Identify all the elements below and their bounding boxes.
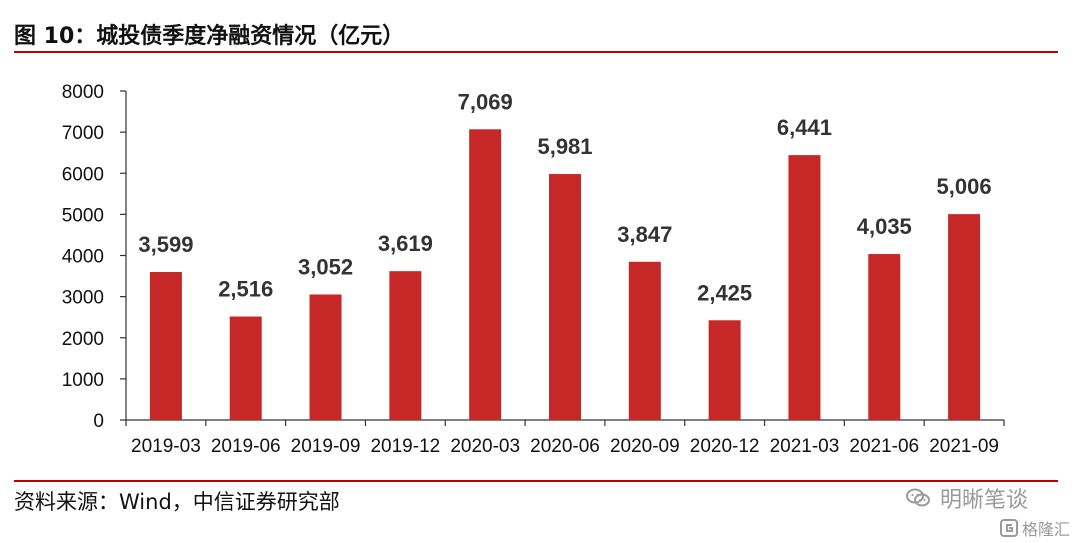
bar [229,316,262,420]
bar-data-label: 4,035 [857,214,912,239]
source-note: 资料来源：Wind，中信证券研究部 [14,490,340,514]
x-tick-label: 2019-03 [131,436,201,457]
y-tick-label: 6000 [62,164,104,185]
bar [708,320,741,420]
x-tick-label: 2019-06 [211,436,281,457]
x-tick-label: 2021-03 [770,436,840,457]
bar-data-label: 3,599 [138,232,193,257]
bar [628,261,661,420]
bar-data-label: 7,069 [458,89,513,114]
y-tick-label: 7000 [62,123,104,144]
x-tick-label: 2020-09 [610,436,680,457]
watermark-text: 明晰笔谈 [940,488,1029,513]
y-tick-label: 4000 [62,247,104,268]
x-tick-label: 2020-12 [690,436,760,457]
watermark: 明晰笔谈 [904,482,1028,514]
bar [868,254,901,420]
bar-data-label: 6,441 [777,115,832,140]
x-tick-label: 2021-06 [849,436,919,457]
logo-text: 格隆汇 [1022,520,1071,539]
bar [149,271,182,420]
wechat-icon [906,488,930,507]
publisher-logo: 格隆汇 [1000,516,1070,540]
y-tick-label: 2000 [62,329,104,350]
bar-data-label: 2,516 [218,277,273,302]
x-tick-label: 2021-09 [929,436,999,457]
footer-rule [14,480,1058,482]
bar [309,294,342,420]
y-tick-label: 5000 [62,205,104,226]
bar-data-label: 5,981 [537,134,592,159]
x-tick-label: 2019-12 [370,436,440,457]
bar [469,129,502,421]
bar-data-label: 3,052 [298,254,353,279]
x-tick-label: 2020-03 [450,436,520,457]
bar-data-label: 3,619 [378,231,433,256]
bar [948,214,981,420]
bar [788,155,821,420]
bar-data-label: 2,425 [697,280,752,305]
bar-data-label: 5,006 [937,174,992,199]
bar [389,271,422,420]
y-tick-label: 3000 [62,288,104,309]
y-tick-label: 1000 [62,370,104,391]
y-tick-label: 8000 [62,82,104,103]
x-tick-label: 2020-06 [530,436,600,457]
title-rule [14,51,1058,53]
figure-title: 图 10：城投债季度净融资情况（亿元） [14,24,405,49]
bar [549,174,581,420]
x-tick-label: 2019-09 [291,436,361,457]
y-tick-label: 0 [93,411,104,432]
logo-badge-icon [1000,519,1018,537]
bar-data-label: 3,847 [617,222,672,247]
